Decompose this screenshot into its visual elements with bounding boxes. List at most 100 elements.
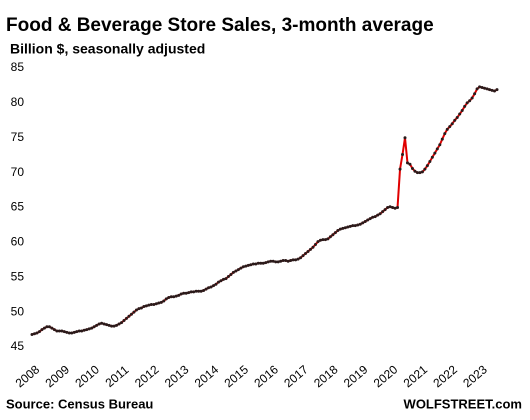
data-point <box>60 329 64 333</box>
data-point <box>162 299 166 303</box>
data-point <box>343 226 347 230</box>
y-tick-label: 45 <box>11 339 25 353</box>
brand: WOLFSTREET.com <box>404 396 522 411</box>
data-point <box>117 322 121 326</box>
data-point <box>405 161 409 165</box>
data-point <box>214 282 218 286</box>
data-point <box>62 330 66 334</box>
data-point <box>42 326 46 330</box>
data-point <box>152 302 156 306</box>
data-point <box>115 323 119 327</box>
x-tick-label: 2008 <box>13 362 43 390</box>
data-point <box>448 125 452 129</box>
data-point <box>483 86 487 90</box>
data-point <box>159 300 163 304</box>
data-point <box>127 314 131 318</box>
data-point <box>455 116 459 120</box>
data-point <box>234 269 238 273</box>
data-point <box>289 259 293 263</box>
data-point <box>139 306 143 310</box>
data-point <box>87 327 91 331</box>
data-point <box>57 329 61 333</box>
data-point <box>219 279 223 283</box>
data-point <box>261 261 265 265</box>
data-point <box>378 212 382 216</box>
y-tick-label: 50 <box>11 304 25 318</box>
data-point <box>55 329 59 333</box>
data-point <box>35 331 39 335</box>
data-point <box>45 325 49 329</box>
data-point <box>488 88 492 92</box>
data-point <box>338 227 342 231</box>
data-point <box>204 287 208 291</box>
data-point <box>134 308 138 312</box>
data-point <box>333 231 337 235</box>
data-point <box>495 88 499 92</box>
data-point <box>284 259 288 263</box>
data-point <box>368 217 372 221</box>
data-point <box>269 259 273 263</box>
data-point <box>376 213 380 217</box>
data-point <box>363 219 367 223</box>
data-point <box>433 151 437 155</box>
data-point <box>443 132 447 136</box>
y-tick-label: 65 <box>11 200 25 214</box>
data-point <box>177 293 181 297</box>
x-tick-label: 2016 <box>251 362 281 390</box>
data-point <box>154 302 158 306</box>
data-point <box>129 312 133 316</box>
data-point <box>478 85 482 89</box>
x-tick-label: 2012 <box>132 362 162 390</box>
data-point <box>306 249 310 253</box>
data-point <box>110 324 114 328</box>
data-point <box>468 99 472 103</box>
data-point <box>371 215 375 219</box>
data-point <box>77 329 81 333</box>
x-tick-label: 2013 <box>162 362 192 390</box>
y-tick-label: 75 <box>11 130 25 144</box>
data-point <box>445 127 449 131</box>
data-point <box>82 328 86 332</box>
data-point <box>475 87 479 91</box>
x-tick-label: 2015 <box>222 362 252 390</box>
data-point <box>75 330 79 334</box>
data-line <box>31 85 498 336</box>
data-point <box>120 321 124 325</box>
data-point <box>463 104 467 108</box>
data-point <box>80 329 84 333</box>
data-point <box>199 289 203 293</box>
data-point <box>72 330 76 334</box>
data-point <box>383 208 387 212</box>
data-point <box>105 323 109 327</box>
data-point <box>229 272 233 276</box>
x-tick-label: 2018 <box>311 362 341 390</box>
data-point <box>331 233 335 237</box>
data-point <box>149 302 153 306</box>
data-point <box>323 238 327 242</box>
data-point <box>70 331 74 335</box>
data-point <box>212 284 216 288</box>
data-point <box>413 169 417 173</box>
data-point <box>236 268 240 272</box>
data-point <box>50 326 54 330</box>
data-point <box>259 261 263 265</box>
data-point <box>224 277 228 281</box>
source: Source: Census Bureau <box>6 396 153 411</box>
x-tick-label: 2014 <box>192 362 222 390</box>
data-point <box>420 170 424 174</box>
data-point <box>393 206 397 210</box>
data-point <box>410 166 414 170</box>
data-point <box>239 266 243 270</box>
data-point <box>187 291 191 295</box>
data-point <box>102 322 106 326</box>
data-point <box>40 328 44 332</box>
data-point <box>473 92 477 96</box>
data-point <box>90 326 94 330</box>
data-point <box>326 237 330 241</box>
data-point <box>286 259 290 263</box>
data-point <box>460 109 464 113</box>
data-point <box>231 270 235 274</box>
data-point <box>353 224 357 228</box>
data-point <box>122 318 126 322</box>
data-point <box>480 86 484 90</box>
